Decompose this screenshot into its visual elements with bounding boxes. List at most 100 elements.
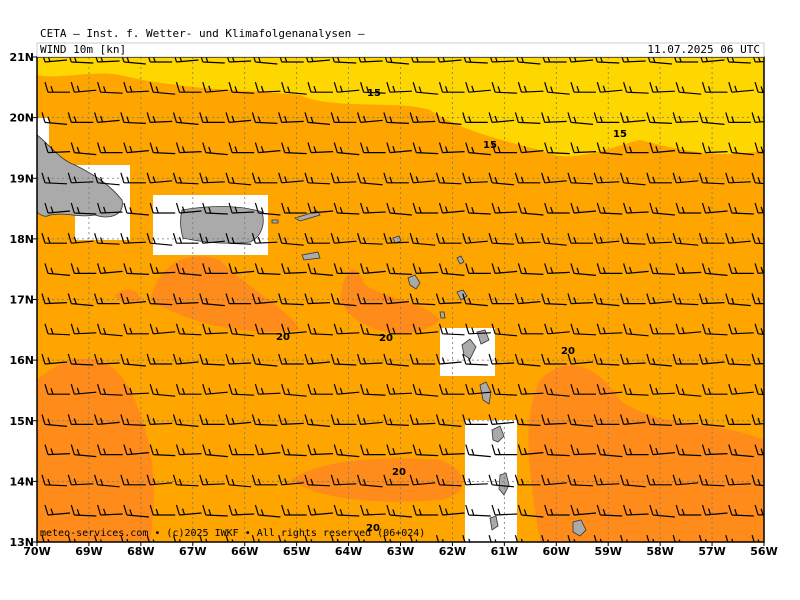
wind-barb	[593, 172, 620, 184]
wind-barb	[202, 323, 228, 335]
wind-barb	[567, 353, 594, 365]
wind-barb	[593, 233, 620, 244]
wind-barb	[228, 142, 255, 154]
wind-barb	[620, 414, 646, 425]
wind-barb	[251, 535, 261, 542]
wind-barb	[120, 112, 146, 124]
wind-barb	[357, 172, 383, 186]
wind-barb	[675, 323, 702, 335]
wind-barb	[175, 202, 202, 214]
wind-barb	[44, 384, 70, 395]
wind-barb	[725, 293, 751, 307]
wind-barb	[409, 474, 436, 486]
wind-barb	[725, 233, 751, 244]
wind-barb	[172, 535, 182, 542]
wind-barb	[330, 233, 357, 244]
wind-barb	[120, 293, 146, 305]
wind-barb	[411, 57, 436, 63]
wind-barb	[596, 444, 623, 458]
wind-barb	[383, 535, 392, 542]
wind-barb	[199, 172, 225, 184]
wind-barb	[701, 444, 728, 456]
wind-barb	[754, 142, 764, 154]
wind-barb	[728, 82, 754, 93]
wind-barb	[41, 112, 68, 125]
wind-barb	[462, 293, 488, 307]
contour-label: 20	[379, 333, 393, 344]
wind-barb	[728, 504, 754, 517]
wind-barb	[386, 384, 412, 395]
wind-barb	[544, 384, 570, 397]
wind-barb	[330, 172, 357, 184]
wind-barb	[304, 474, 331, 487]
lat-label: 14N	[9, 475, 34, 488]
wind-barb	[675, 384, 702, 397]
wind-barb	[409, 293, 436, 306]
wind-barb	[254, 323, 281, 335]
wind-barb	[360, 504, 386, 516]
wind-barb	[517, 323, 544, 335]
wind-barb	[70, 384, 97, 395]
wind-barb	[225, 535, 234, 542]
wind-barb	[330, 474, 357, 486]
wind-barb	[149, 384, 176, 397]
wind-barb	[199, 293, 225, 307]
wind-barb	[435, 474, 462, 487]
wind-barb	[728, 444, 754, 458]
wind-barb	[672, 535, 681, 542]
wind-barb	[70, 444, 97, 458]
wind-barb	[172, 293, 199, 305]
wind-barb	[228, 504, 255, 516]
wind-barb	[41, 414, 68, 427]
wind-barb	[623, 323, 649, 337]
wind-barb	[67, 414, 94, 425]
wind-barb	[278, 414, 304, 425]
wind-barb	[251, 293, 278, 305]
wind-barb	[175, 263, 202, 276]
wind-barb	[254, 263, 281, 275]
wind-barb	[251, 414, 278, 426]
wind-barb	[123, 384, 149, 395]
wind-barb	[675, 263, 702, 274]
wind-barb	[251, 172, 278, 184]
wind-barb	[435, 233, 462, 244]
wind-barb	[754, 202, 764, 214]
wind-barb	[465, 202, 491, 215]
wind-barb	[278, 112, 304, 123]
wind-barb	[544, 323, 570, 335]
wind-barb	[438, 142, 465, 154]
wind-barb	[41, 172, 68, 185]
lon-label: 61W	[491, 545, 518, 558]
wind-barb	[698, 474, 725, 487]
wind-barb	[541, 293, 567, 306]
wind-barb	[462, 233, 488, 244]
wind-barb	[491, 504, 518, 516]
wind-barb	[225, 172, 252, 186]
wind-barb	[435, 172, 462, 185]
wind-band-15	[37, 57, 764, 157]
wind-barb	[570, 142, 597, 154]
wind-barb	[120, 172, 146, 184]
wind-barb	[357, 112, 383, 123]
wind-barb	[754, 384, 764, 396]
wind-barb	[225, 293, 252, 305]
wind-barb	[409, 414, 436, 425]
wind-barb	[751, 233, 764, 245]
wind-barb	[544, 82, 570, 95]
wind-barb	[383, 233, 409, 244]
lat-label: 20N	[9, 112, 34, 125]
wind-barb	[44, 142, 71, 154]
wind-barb	[728, 202, 754, 215]
wind-barb	[646, 535, 655, 542]
wind-barb	[357, 535, 366, 542]
wind-barb	[544, 444, 570, 457]
graticule	[37, 57, 764, 542]
wind-barb	[649, 82, 675, 93]
wind-barb	[675, 142, 702, 155]
wind-barb	[383, 474, 409, 486]
wind-barb	[120, 233, 146, 244]
wind-barb	[305, 57, 331, 63]
wind-barb	[623, 263, 649, 274]
contour-label: 20	[276, 332, 290, 343]
wind-barb	[199, 112, 225, 123]
